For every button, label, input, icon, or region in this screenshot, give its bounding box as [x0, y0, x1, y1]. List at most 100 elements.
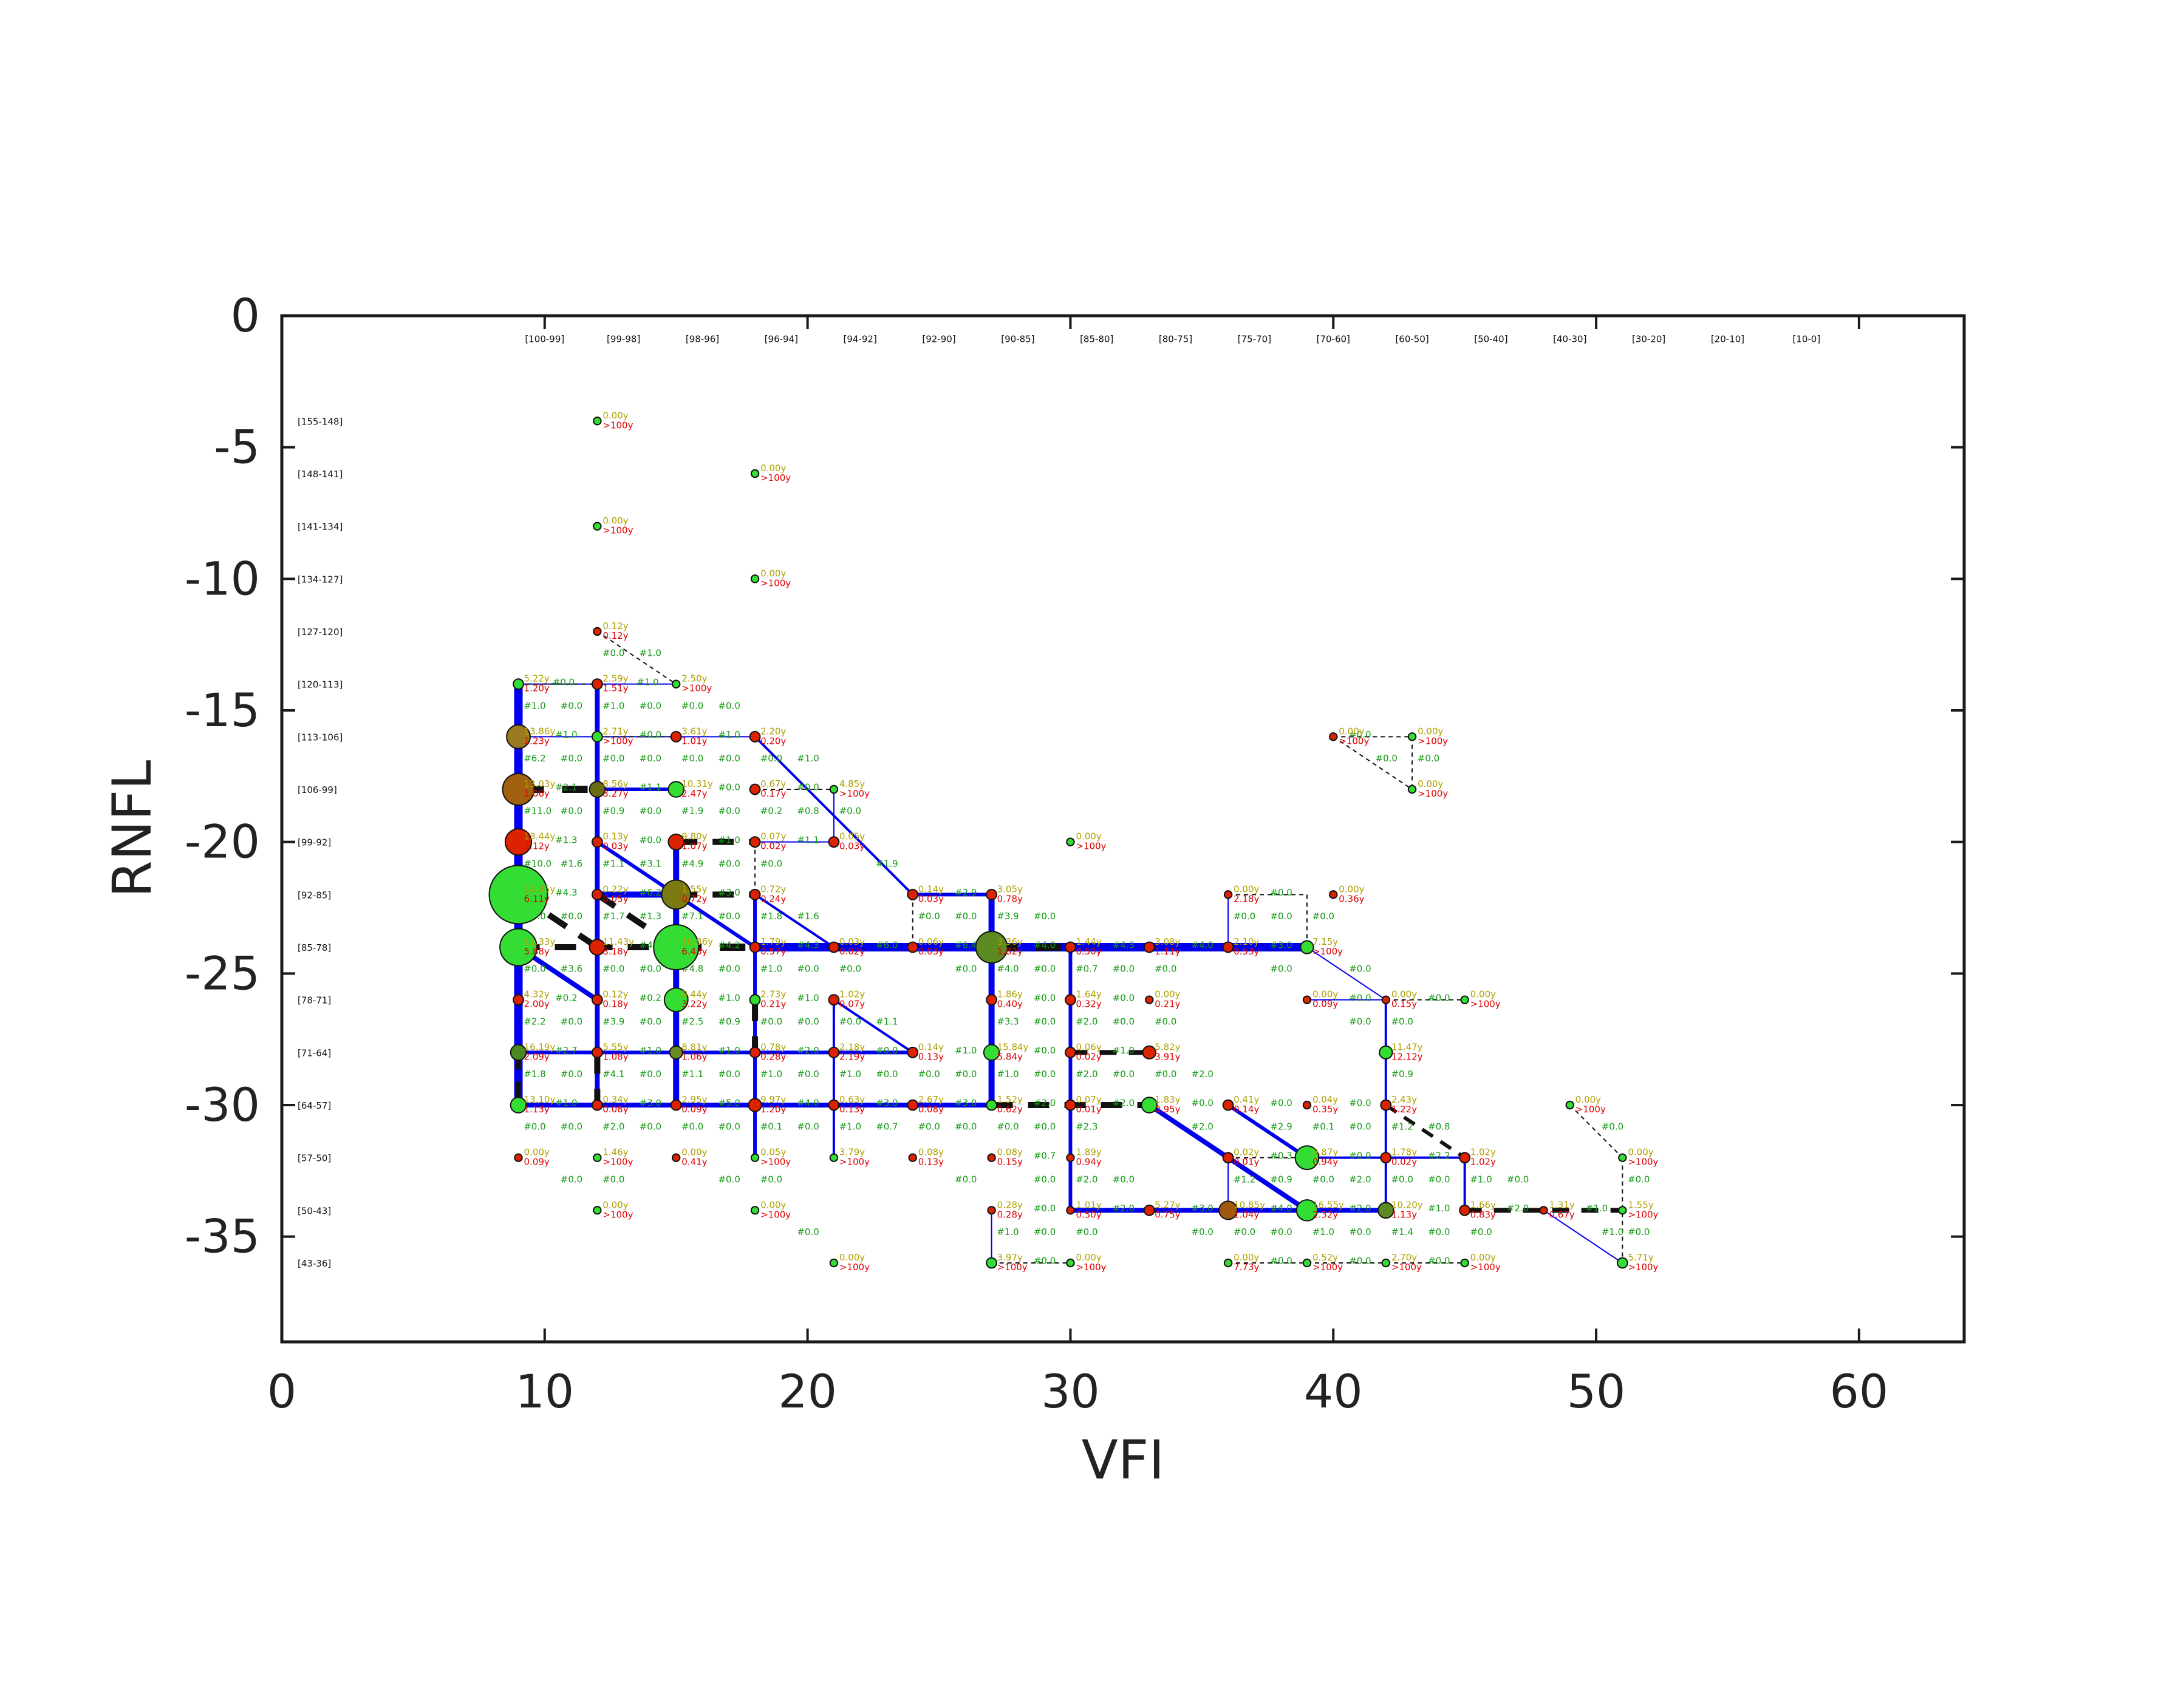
node-time-label: 0.04y [1312, 1094, 1338, 1105]
edge-label: #2.0 [1076, 1016, 1097, 1027]
state-node [1294, 1145, 1320, 1171]
node-rate-label: 0.02y [1076, 1051, 1101, 1062]
edge-label: #0.0 [1270, 911, 1292, 922]
node-time-label: 0.78y [760, 1041, 786, 1052]
node-rate-label: 0.62y [997, 1104, 1023, 1115]
edge-label: #0.0 [1113, 1174, 1135, 1185]
edge-label: #0.3 [1270, 1150, 1292, 1161]
state-node [828, 994, 840, 1006]
node-rate-label: >100y [1312, 946, 1343, 957]
node-time-label: 2.73y [760, 989, 786, 1000]
edge-label: #4.0 [1270, 1203, 1292, 1214]
node-time-label: 0.03y [839, 936, 865, 947]
node-time-label: 0.00y [1234, 1252, 1259, 1263]
edge-label: #0.0 [1349, 964, 1371, 975]
edge-label: #1.8 [524, 1069, 545, 1080]
edge-label: #0.0 [797, 1121, 819, 1132]
node-time-label: 0.00y [1339, 726, 1364, 737]
edge-label: #2.9 [955, 887, 977, 898]
node-rate-label: 2.00y [524, 999, 550, 1010]
edge-label: #0.0 [1192, 1098, 1213, 1109]
plot-frame [280, 314, 1966, 1344]
y-tick-label: -15 [185, 683, 260, 737]
state-nodes [488, 417, 1628, 1269]
state-node [907, 888, 919, 900]
node-time-label: 1.89y [1076, 1147, 1101, 1158]
node-time-label: 0.07y [760, 831, 786, 842]
node-rate-label: 0.72y [681, 893, 707, 904]
node-rate-label: 0.15y [1391, 999, 1417, 1010]
edge-label: #0.0 [1034, 1121, 1056, 1132]
edge-label: #0.0 [602, 753, 624, 764]
edge-label: #4.3 [797, 940, 819, 951]
state-node [748, 1098, 762, 1112]
edge-label: #0.0 [955, 1069, 977, 1080]
node-rate-label: 0.09y [524, 1157, 550, 1168]
node-time-label: 0.00y [602, 515, 628, 526]
edge-label: #2.2 [524, 1016, 545, 1027]
edge-label: #3.0 [1270, 940, 1292, 951]
state-node [1407, 784, 1417, 794]
state-node [975, 931, 1008, 964]
edge-label: #3.0 [955, 1098, 977, 1109]
node-rate-label: >100y [1418, 735, 1448, 746]
transition-edge [754, 893, 835, 948]
state-node [1565, 1100, 1574, 1110]
edge-label: #11.0 [524, 806, 551, 817]
node-time-label: 0.00y [602, 410, 628, 421]
node-time-label: 5.55y [602, 1041, 628, 1052]
state-node [506, 724, 531, 749]
vfi-bin-label: [60-50] [1395, 333, 1428, 344]
edge-label: #0.2 [760, 806, 782, 817]
edge-label: #3.6 [561, 964, 582, 975]
edge-label: #1.1 [681, 1069, 703, 1080]
node-time-label: 0.08y [918, 1147, 944, 1158]
edge-label: #4.0 [997, 964, 1019, 975]
edge-label: #0.0 [1113, 1016, 1135, 1027]
rnfl-bin-label: [71-64] [298, 1047, 331, 1058]
rnfl-bin-label: [134-127] [298, 574, 343, 585]
edge-label: #0.0 [1349, 992, 1371, 1003]
state-node [1066, 837, 1075, 846]
edge-label: #0.0 [640, 753, 661, 764]
node-time-label: 2.59y [602, 673, 628, 684]
node-time-label: 0.00y [1575, 1094, 1601, 1105]
node-rate-label: 0.17y [760, 788, 786, 799]
edge-label: #1.0 [797, 753, 819, 764]
node-rate-label: 0.14y [1234, 1104, 1259, 1115]
state-node [667, 781, 685, 798]
state-node [504, 828, 533, 856]
node-rate-label: 1.07y [681, 841, 707, 852]
node-rate-label: 2.32y [1312, 1209, 1338, 1220]
edge-label: #1.8 [760, 911, 782, 922]
state-node [591, 994, 603, 1006]
node-rate-label: 7.73y [1234, 1262, 1259, 1273]
node-rate-label: >100y [1628, 1209, 1658, 1220]
rnfl-bin-label: [78-71] [298, 995, 331, 1006]
vfi-bin-label: [75-70] [1238, 333, 1271, 344]
state-node [1141, 1097, 1158, 1114]
edge-label: #1.0 [1470, 1174, 1492, 1185]
edge-label: #1.0 [1586, 1203, 1608, 1214]
node-time-label: 0.08y [997, 1147, 1023, 1158]
edge-label: #0.0 [681, 700, 703, 711]
edge-label: #0.0 [1076, 1227, 1097, 1237]
state-node [1065, 941, 1076, 953]
rnfl-bin-label: [64-57] [298, 1100, 331, 1111]
edge-label: #2.0 [1192, 1069, 1213, 1080]
edge-label: #0.0 [839, 806, 861, 817]
node-time-label: 0.22y [602, 883, 628, 894]
edge-label: #1.0 [555, 1098, 577, 1109]
edge-label: #1.9 [876, 858, 898, 869]
edge-label: #0.0 [1113, 992, 1135, 1003]
node-time-label: 10.31y [681, 778, 713, 789]
edge-label: #1.0 [1312, 1227, 1334, 1237]
state-node [829, 1153, 839, 1162]
state-node [986, 994, 997, 1006]
node-rate-label: 0.78y [997, 893, 1023, 904]
edge-label: #2.0 [1076, 1174, 1097, 1185]
edge-label: #0.0 [718, 753, 740, 764]
edge-label: #3.0 [718, 887, 740, 898]
edge-label: #0.0 [1155, 1069, 1176, 1080]
edge-label: #5.0 [718, 1098, 740, 1109]
